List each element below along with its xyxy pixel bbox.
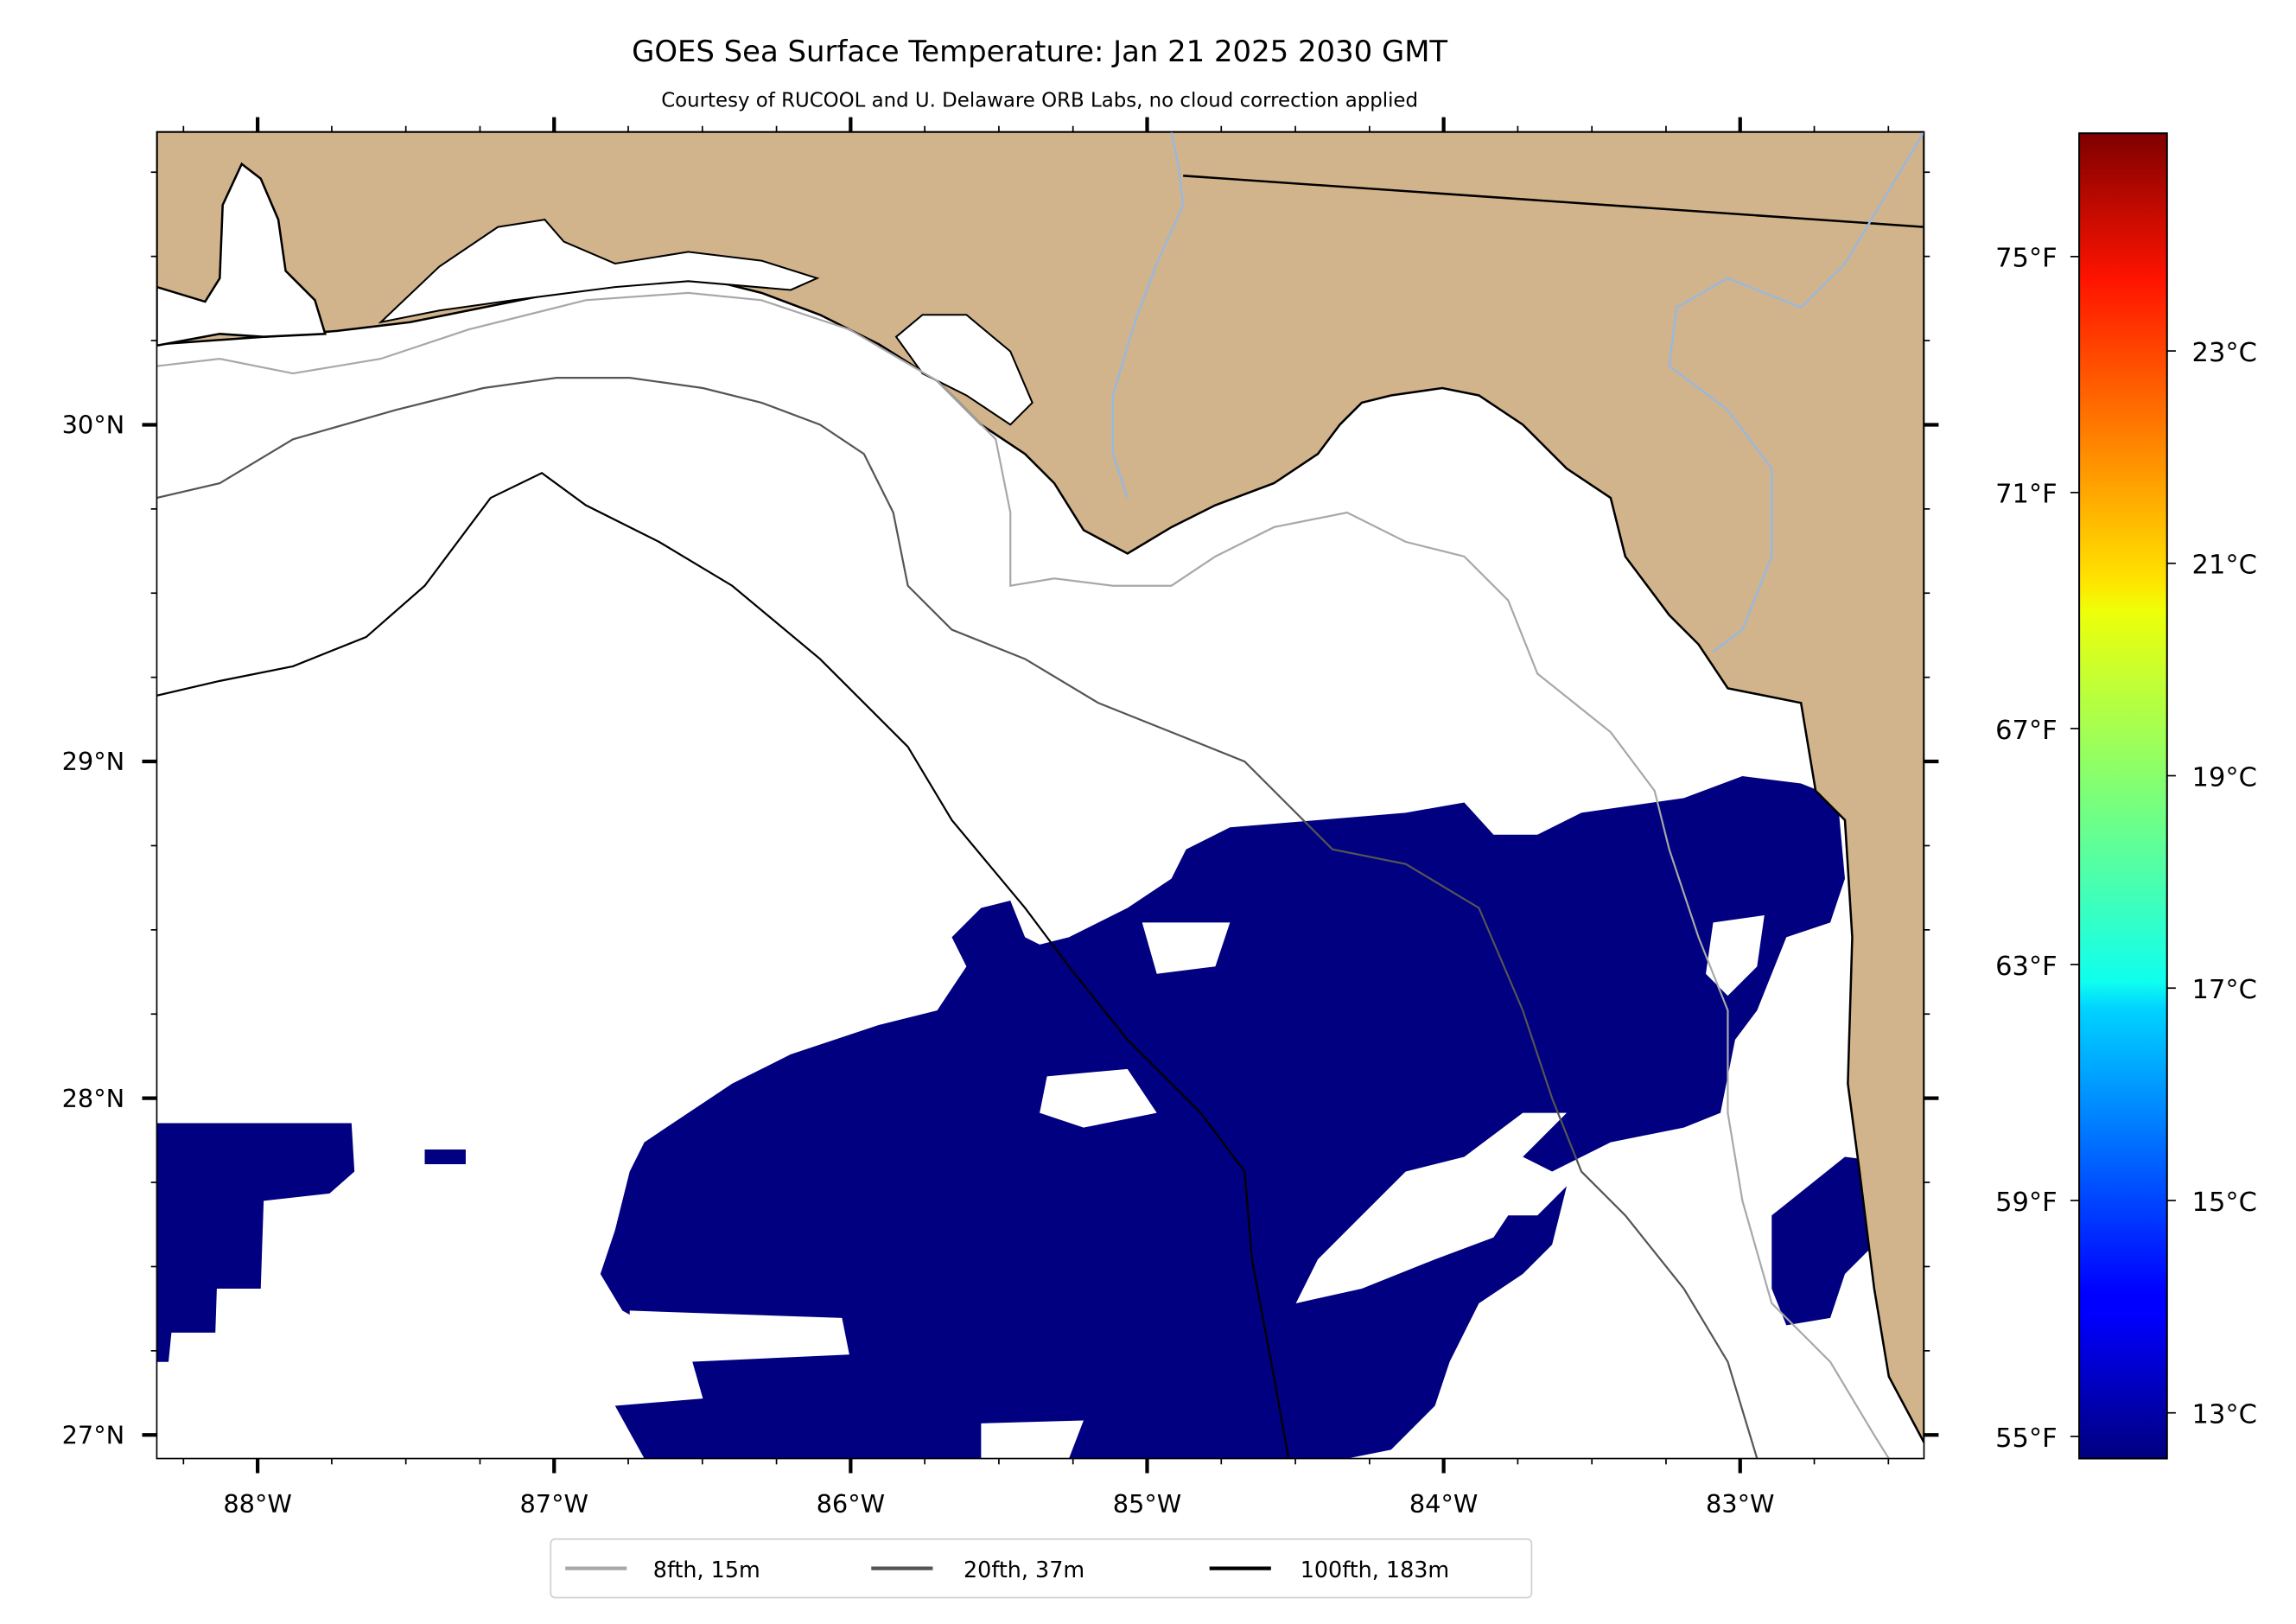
celsius-tick-label: 19°C	[2192, 762, 2257, 793]
fahrenheit-tick-label: 63°F	[1995, 952, 2057, 982]
contour-20fth	[156, 377, 1759, 1459]
celsius-tick-label: 23°C	[2192, 338, 2257, 368]
legend-label-20fth: 20fth, 37m	[964, 1557, 1084, 1583]
map-axis-ticks: 88°W 87°W 86°W 85°W 84°W 83°W 30°N 29°N 28°N 27°N	[62, 117, 1939, 1519]
fahrenheit-tick-label: 67°F	[1995, 716, 2057, 746]
contour-100fth	[156, 471, 1290, 1459]
map-subtitle: Courtesy of RUCOOL and U. Delaware ORB L…	[661, 90, 1418, 112]
state-border	[1183, 175, 1924, 228]
pensacola-bay	[378, 219, 820, 324]
cloud-gaps	[629, 914, 1765, 1459]
lon-tick-label: 85°W	[1113, 1489, 1182, 1519]
colorbar-ticks: 13°C 15°C 17°C 19°C 21°C 23°C 55°F 59°F 63°F 67°F…	[1995, 244, 2257, 1454]
lat-tick-label: 28°N	[62, 1084, 125, 1113]
river-apalachicola	[1111, 131, 1185, 499]
sst-patch-small	[424, 1150, 466, 1164]
river-suwannee	[1668, 131, 1924, 653]
lat-tick-label: 30°N	[62, 411, 125, 440]
map-frame	[156, 131, 1925, 1460]
legend-label-8fth: 8fth, 15m	[653, 1557, 760, 1583]
fahrenheit-tick-label: 59°F	[1995, 1188, 2057, 1218]
sst-patch-main	[600, 775, 1845, 1459]
lon-tick-label: 83°W	[1706, 1489, 1775, 1519]
lon-tick-label: 86°W	[817, 1489, 886, 1519]
contour-8fth	[156, 291, 1890, 1459]
contour-legend: 8fth, 15m 20fth, 37m 100fth, 183m	[550, 1538, 1533, 1599]
lat-tick-label: 27°N	[62, 1420, 125, 1449]
celsius-tick-label: 15°C	[2192, 1188, 2257, 1218]
map-area[interactable]	[156, 131, 1924, 1459]
legend-label-100fth: 100fth, 183m	[1301, 1557, 1449, 1583]
fahrenheit-tick-label: 71°F	[1995, 480, 2057, 510]
colorbar	[2078, 132, 2168, 1460]
lon-tick-label: 87°W	[519, 1489, 588, 1519]
celsius-tick-label: 13°C	[2192, 1400, 2257, 1430]
fahrenheit-tick-label: 55°F	[1995, 1423, 2057, 1454]
lon-tick-label: 84°W	[1409, 1489, 1479, 1519]
map-title: GOES Sea Surface Temperature: Jan 21 202…	[632, 35, 1447, 68]
sst-patch-west	[156, 1123, 355, 1362]
fahrenheit-tick-label: 75°F	[1995, 244, 2057, 274]
celsius-tick-label: 17°C	[2192, 975, 2257, 1005]
mobile-bay	[156, 162, 327, 347]
lon-tick-label: 88°W	[223, 1489, 292, 1519]
lat-tick-label: 29°N	[62, 747, 125, 776]
celsius-tick-label: 21°C	[2192, 551, 2257, 581]
